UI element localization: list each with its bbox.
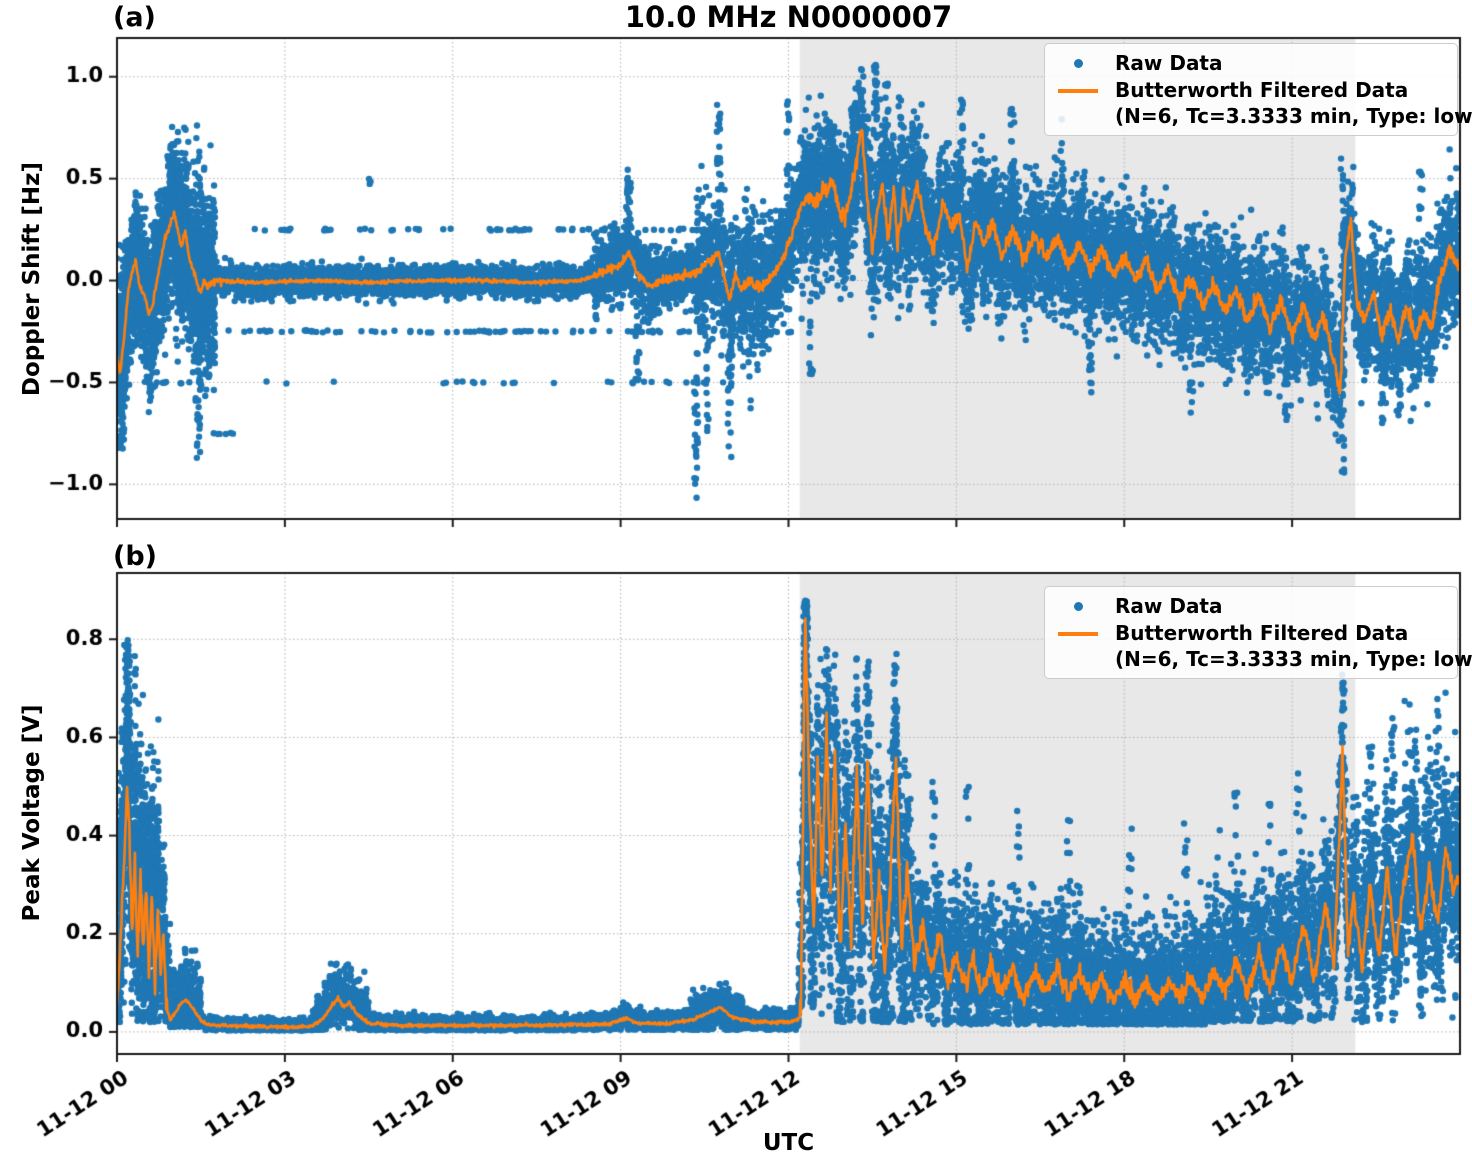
raw-data-dot-icon [1055,602,1101,611]
y-axis-label-doppler: Doppler Shift [Hz] [19,161,45,397]
chart-title: 10.0 MHz N0000007 [624,0,953,34]
panel-a-label: (a) [113,2,156,33]
legend-item-filtered: Butterworth Filtered Data [1055,77,1447,104]
legend-item-raw: Raw Data [1055,50,1447,77]
legend-panel-b: Raw Data Butterworth Filtered Data (N=6,… [1044,586,1472,679]
panel-b-label: (b) [113,541,158,572]
legend-item-raw: Raw Data [1055,593,1447,620]
legend-raw-label: Raw Data [1115,51,1223,75]
filtered-line-icon [1055,88,1101,93]
x-axis-label: UTC [762,1130,815,1156]
legend-filtered-sublabel: (N=6, Tc=3.3333 min, Type: low) [1115,647,1472,671]
legend-filtered-sublabel: (N=6, Tc=3.3333 min, Type: low) [1115,104,1472,128]
raw-data-dot-icon [1055,59,1101,68]
legend-item-filtered: Butterworth Filtered Data [1055,620,1447,647]
legend-filtered-label: Butterworth Filtered Data [1115,621,1409,645]
y-axis-label-voltage: Peak Voltage [V] [19,704,45,922]
legend-panel-a: Raw Data Butterworth Filtered Data (N=6,… [1044,43,1472,136]
filtered-line-icon [1055,631,1101,636]
legend-filtered-label: Butterworth Filtered Data [1115,78,1409,102]
legend-raw-label: Raw Data [1115,594,1223,618]
